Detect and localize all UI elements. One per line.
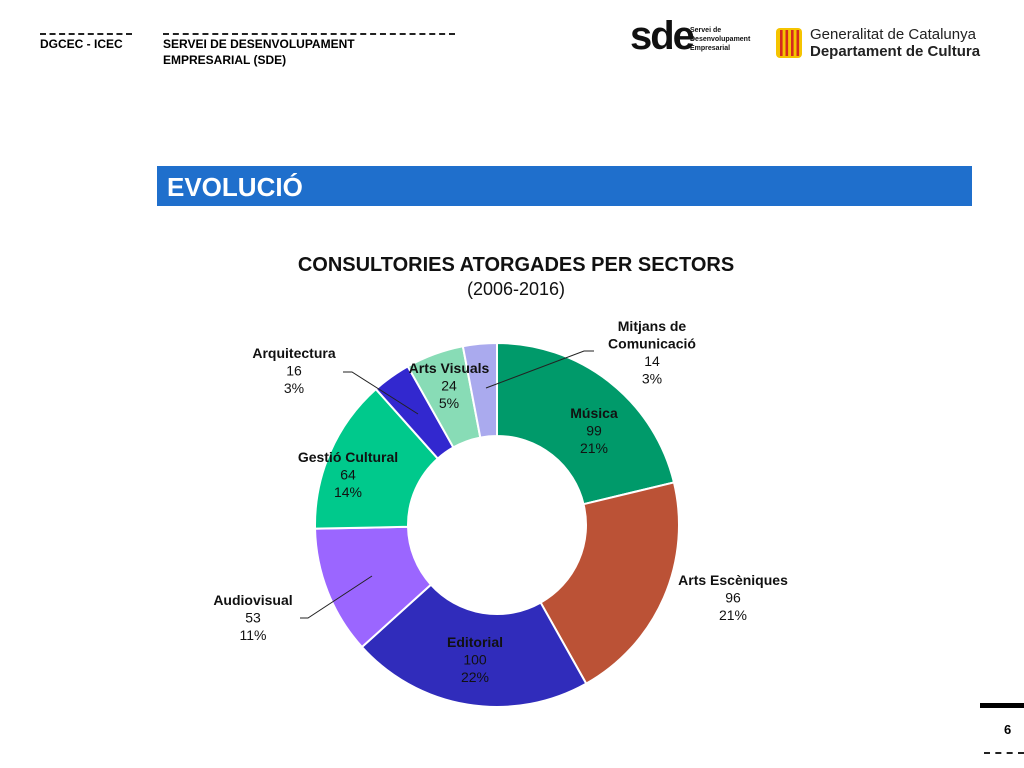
slice-label-value: 16 (286, 363, 302, 379)
slice-label-mitjans-de-comunicacio: Mitjans de Comunicació 14 3% (608, 318, 696, 387)
slice-label-arts-esceniques: Arts Escèniques 96 21% (678, 572, 788, 623)
leader-line-arquitectura (343, 371, 419, 415)
sde-logo-sub3: Empresarial (690, 45, 731, 52)
slice-label-arts-visuals: Arts Visuals 24 5% (409, 360, 490, 411)
slice-label-editorial: Editorial 100 22% (447, 634, 503, 685)
org-short-label: DGCEC - ICEC (40, 37, 123, 51)
leader-line-mitjans-de-comunicacio (485, 350, 594, 389)
slice-label-percent: 3% (642, 371, 662, 387)
slice-label-gestio-cultural: Gestió Cultural 64 14% (298, 449, 398, 500)
slice-label-value: 24 (441, 378, 457, 394)
slice-label-value: 96 (725, 590, 741, 606)
corner-dash (984, 752, 1024, 754)
leader-line-audiovisual (300, 575, 373, 619)
generalitat-name: Generalitat de Catalunya (810, 26, 976, 43)
slice-label-percent: 14% (334, 484, 362, 500)
slice-label-percent: 5% (439, 395, 459, 411)
slice-label-value: 99 (586, 423, 602, 439)
slice-label-name: Arts Visuals (409, 360, 490, 376)
sde-logo-subtitle: Servei de Desenvolupament Empresarial (690, 26, 750, 53)
catalan-flag-icon (776, 28, 802, 58)
slice-label-musica: Música 99 21% (570, 405, 618, 456)
section-banner: EVOLUCIÓ (157, 166, 972, 206)
slice-label-percent: 21% (719, 607, 747, 623)
slice-arts-esceniques (539, 481, 680, 685)
header-dash-left (40, 33, 132, 35)
slice-label-value: 53 (245, 610, 261, 626)
slice-label-value: 14 (644, 353, 660, 369)
slice-label-name: Arquitectura (252, 345, 335, 361)
slice-labels: Música 99 21%Arts Escèniques 96 21%Editorial… (213, 318, 788, 685)
slice-mitjans-de-comunicacio (461, 341, 498, 439)
sde-logo-sub1: Servei de (690, 27, 722, 34)
slice-label-percent: 11% (240, 627, 267, 643)
generalitat-logo: Generalitat de Catalunya Departament de … (776, 26, 986, 62)
sde-logo-mark: sde (630, 14, 695, 58)
slice-label-percent: 21% (580, 440, 608, 456)
section-title: EVOLUCIÓ (167, 172, 303, 202)
slice-editorial (360, 583, 588, 708)
leader-lines (300, 350, 594, 619)
slice-label-name: Mitjans de (618, 318, 687, 334)
slice-label-name: Gestió Cultural (298, 449, 398, 465)
page-number: 6 (1004, 722, 1012, 737)
slice-label-percent: 22% (461, 669, 489, 685)
slice-label-name: Editorial (447, 634, 503, 650)
corner-bar (980, 703, 1024, 708)
chart-subtitle: (2006-2016) (466, 279, 566, 299)
service-label-line2: EMPRESARIAL (SDE) (163, 53, 287, 67)
slice-label-name: Arts Escèniques (678, 572, 788, 588)
slice-label-percent: 3% (284, 380, 304, 396)
slice-label-arquitectura: Arquitectura 16 3% (252, 345, 335, 396)
slice-label-name: Música (570, 405, 618, 421)
sde-logo-sub2: Desenvolupament (690, 36, 751, 43)
slice-label-name: Audiovisual (213, 592, 292, 608)
header-dash-right (163, 33, 455, 35)
chart-title: CONSULTORIES ATORGADES PER SECTORS (297, 254, 735, 276)
slice-label-value: 100 (463, 652, 487, 668)
service-label-line1: SERVEI DE DESENVOLUPAMENT (163, 37, 355, 51)
slice-label-value: 64 (340, 467, 356, 483)
slice-label-name: Comunicació (608, 336, 696, 352)
donut-slices (314, 341, 680, 708)
slice-label-audiovisual: Audiovisual 53 11% (213, 592, 292, 643)
sde-logo: sde Servei de Desenvolupament Empresaria… (630, 14, 750, 66)
slice-musica (496, 341, 676, 506)
department-name: Departament de Cultura (810, 43, 981, 60)
